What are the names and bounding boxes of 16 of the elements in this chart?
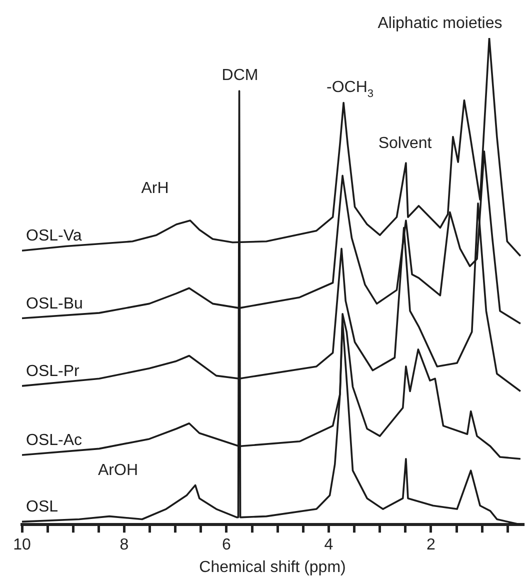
annotation: DCM <box>222 67 258 84</box>
annotation: ArH <box>141 180 169 197</box>
series-label: OSL-Bu <box>26 295 83 312</box>
x-axis-title: Chemical shift (ppm) <box>199 558 346 576</box>
series-label: OSL-Pr <box>26 362 80 380</box>
x-tick-label: 2 <box>426 536 436 554</box>
x-tick-label: 4 <box>324 536 334 554</box>
x-tick-label: 10 <box>13 536 31 554</box>
series-label: OSL-Va <box>26 228 82 245</box>
series-label: OSL <box>26 498 58 516</box>
annotation: Solvent <box>378 135 432 152</box>
text: Aliphatic moieties <box>378 15 502 32</box>
annotation: ArOH <box>98 462 138 479</box>
x-tick-label: 6 <box>222 536 232 554</box>
series-label: OSL-Ac <box>26 432 82 450</box>
x-tick-label: 8 <box>120 536 129 554</box>
